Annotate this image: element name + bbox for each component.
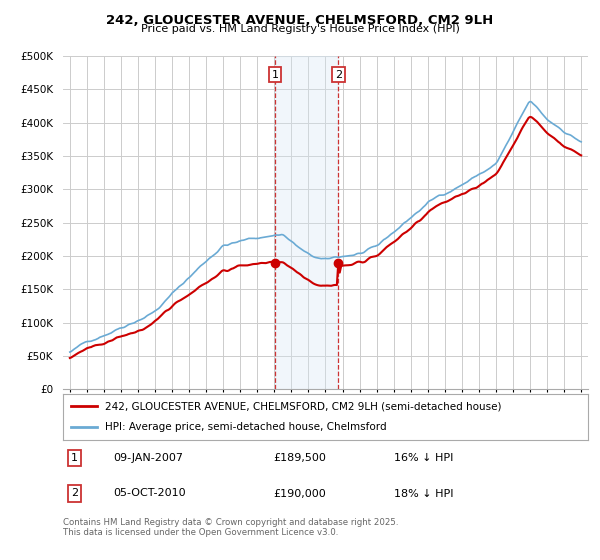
Bar <box>275 56 338 389</box>
Text: 1: 1 <box>71 453 78 463</box>
Text: £189,500: £189,500 <box>273 453 326 463</box>
Text: £190,000: £190,000 <box>273 488 326 498</box>
Text: 05-OCT-2010: 05-OCT-2010 <box>113 488 185 498</box>
Text: HPI: Average price, semi-detached house, Chelmsford: HPI: Average price, semi-detached house,… <box>105 422 386 432</box>
Text: Price paid vs. HM Land Registry's House Price Index (HPI): Price paid vs. HM Land Registry's House … <box>140 24 460 34</box>
Text: 242, GLOUCESTER AVENUE, CHELMSFORD, CM2 9LH: 242, GLOUCESTER AVENUE, CHELMSFORD, CM2 … <box>106 14 494 27</box>
Text: 2: 2 <box>71 488 78 498</box>
Text: Contains HM Land Registry data © Crown copyright and database right 2025.
This d: Contains HM Land Registry data © Crown c… <box>63 518 398 538</box>
Text: 09-JAN-2007: 09-JAN-2007 <box>113 453 183 463</box>
Text: 2: 2 <box>335 69 342 80</box>
Text: 1: 1 <box>272 69 278 80</box>
Text: 18% ↓ HPI: 18% ↓ HPI <box>394 488 453 498</box>
Text: 16% ↓ HPI: 16% ↓ HPI <box>394 453 453 463</box>
Text: 242, GLOUCESTER AVENUE, CHELMSFORD, CM2 9LH (semi-detached house): 242, GLOUCESTER AVENUE, CHELMSFORD, CM2 … <box>105 401 502 411</box>
